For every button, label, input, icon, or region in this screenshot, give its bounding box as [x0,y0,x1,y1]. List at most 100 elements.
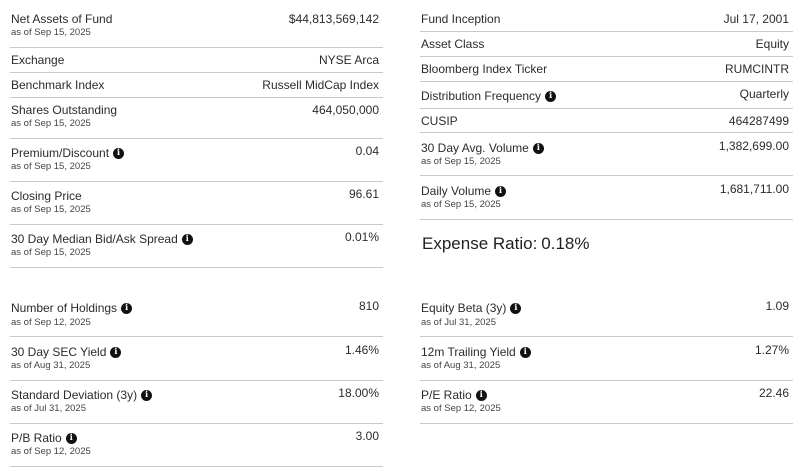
fact-asof: as of Sep 15, 2025 [11,247,91,258]
fact-value: 0.04 [355,144,379,158]
fact-asof: as of Sep 15, 2025 [11,161,91,172]
fact-value: 1.46% [344,343,379,357]
fact-label: 30 Day SEC Yield [11,345,107,359]
fact-row-net-assets: Net Assets of Fund $44,813,569,142 as of… [10,12,383,48]
fact-row-distribution-frequency: Distribution Frequency i Quarterly [420,82,793,109]
info-icon[interactable]: i [510,302,522,314]
fact-value: 464,050,000 [312,103,379,117]
fact-row-pe-ratio: P/E Ratio i 22.46 as of Sep 12, 2025 [420,381,793,424]
info-icon[interactable]: i [141,389,153,401]
fact-row-pb-ratio: P/B Ratio i 3.00 as of Sep 12, 2025 [10,424,383,467]
fact-row-sec-yield: 30 Day SEC Yield i 1.46% as of Aug 31, 2… [10,337,383,381]
fact-asof: as of Jul 31, 2025 [421,317,496,328]
info-icon[interactable]: i [110,346,122,358]
fact-label-wrap: P/E Ratio i [421,388,487,402]
fact-row-bid-ask-spread: 30 Day Median Bid/Ask Spread i 0.01% as … [10,225,383,268]
fact-label: Equity Beta (3y) [421,301,507,315]
fact-label: 30 Day Avg. Volume [421,141,529,155]
fact-row-cusip: CUSIP 464287499 [420,109,793,133]
fact-label: P/B Ratio [11,431,62,445]
fact-label-wrap: P/B Ratio i [11,431,77,445]
info-icon[interactable]: i [495,185,507,197]
info-icon[interactable]: i [65,432,77,444]
fact-row-standard-deviation: Standard Deviation (3y) i 18.00% as of J… [10,381,383,424]
fact-row-benchmark: Benchmark Index Russell MidCap Index [10,73,383,98]
fact-label: Fund Inception [421,12,501,26]
fact-label: 12m Trailing Yield [421,345,516,359]
fact-value: 96.61 [348,187,379,201]
fact-asof: as of Sep 12, 2025 [421,403,501,414]
fact-value: 1.27% [754,343,789,357]
fact-label: Daily Volume [421,184,492,198]
fact-row-bloomberg-ticker: Bloomberg Index Ticker RUMCINTR [420,57,793,82]
fact-label: 30 Day Median Bid/Ask Spread [11,232,178,246]
expense-ratio: Expense Ratio: 0.18% [422,233,590,255]
info-icon[interactable]: i [181,233,193,245]
fact-row-asset-class: Asset Class Equity [420,32,793,57]
fact-value: Equity [755,37,789,51]
fact-row-daily-volume: Daily Volume i 1,681,711.00 as of Sep 15… [420,176,793,220]
fact-asof: as of Sep 15, 2025 [11,118,91,129]
fact-value: 18.00% [338,386,379,400]
fact-label-wrap: 30 Day SEC Yield i [11,345,122,359]
fact-label-wrap: Standard Deviation (3y) i [11,388,153,402]
info-icon[interactable]: i [475,389,487,401]
fact-label-wrap: Equity Beta (3y) i [421,301,522,315]
fact-value: 1.09 [765,299,789,313]
fact-row-trailing-yield: 12m Trailing Yield i 1.27% as of Aug 31,… [420,337,793,381]
fact-value: Quarterly [739,87,789,101]
fact-value: 464287499 [728,114,789,128]
fact-value: Russell MidCap Index [262,78,379,92]
fact-label: Closing Price [11,189,82,203]
fact-label: Distribution Frequency [421,89,542,103]
fact-value: RUMCINTR [725,62,789,76]
fact-label: Bloomberg Index Ticker [421,62,548,76]
fact-label: Shares Outstanding [11,103,118,117]
fact-row-equity-beta: Equity Beta (3y) i 1.09 as of Jul 31, 20… [420,297,793,337]
fact-label-wrap: 30 Day Median Bid/Ask Spread i [11,232,193,246]
expense-ratio-label: Expense Ratio: [422,234,538,253]
fact-label-wrap: Number of Holdings i [11,301,133,315]
fact-row-premium-discount: Premium/Discount i 0.04 as of Sep 15, 20… [10,139,383,182]
fact-value: 1,681,711.00 [719,182,789,196]
info-icon[interactable]: i [121,302,133,314]
fact-label: Number of Holdings [11,301,118,315]
fact-label: Standard Deviation (3y) [11,388,138,402]
fact-value: NYSE Arca [318,53,379,67]
fact-value: Jul 17, 2001 [723,12,789,26]
fact-label-wrap: Daily Volume i [421,184,507,198]
info-icon[interactable]: i [519,346,531,358]
fact-label: Benchmark Index [11,78,105,92]
fact-label: Premium/Discount [11,146,110,160]
info-icon[interactable]: i [545,90,557,102]
fact-asof: as of Sep 15, 2025 [11,204,91,215]
fact-value: $44,813,569,142 [288,12,379,26]
fact-asof: as of Jul 31, 2025 [11,403,86,414]
fact-value: 22.46 [758,386,789,400]
fact-value: 1,382,699.00 [718,139,789,153]
fact-row-fund-inception: Fund Inception Jul 17, 2001 [420,12,793,32]
fact-label-wrap: Distribution Frequency i [421,89,557,103]
fact-label-wrap: 12m Trailing Yield i [421,345,531,359]
fact-asof: as of Sep 15, 2025 [421,199,501,210]
fact-row-exchange: Exchange NYSE Arca [10,48,383,73]
fact-asof: as of Aug 31, 2025 [421,360,501,371]
fact-label: CUSIP [421,114,458,128]
info-icon[interactable]: i [532,142,544,154]
fact-asof: as of Sep 15, 2025 [11,27,91,38]
fact-asof: as of Sep 12, 2025 [11,446,91,457]
fact-asof: as of Sep 15, 2025 [421,156,501,167]
info-icon[interactable]: i [113,147,125,159]
fact-label: P/E Ratio [421,388,472,402]
fact-row-number-of-holdings: Number of Holdings i 810 as of Sep 12, 2… [10,297,383,337]
fact-row-closing-price: Closing Price 96.61 as of Sep 15, 2025 [10,182,383,225]
expense-ratio-value: 0.18% [541,234,590,253]
fact-row-30day-avg-volume: 30 Day Avg. Volume i 1,382,699.00 as of … [420,133,793,176]
fact-value: 3.00 [355,429,379,443]
fact-label-wrap: Premium/Discount i [11,146,125,160]
fact-value: 810 [358,299,379,313]
fact-label: Net Assets of Fund [11,12,113,26]
fact-value: 0.01% [344,230,379,244]
fact-asof: as of Aug 31, 2025 [11,360,91,371]
fact-label-wrap: 30 Day Avg. Volume i [421,141,544,155]
